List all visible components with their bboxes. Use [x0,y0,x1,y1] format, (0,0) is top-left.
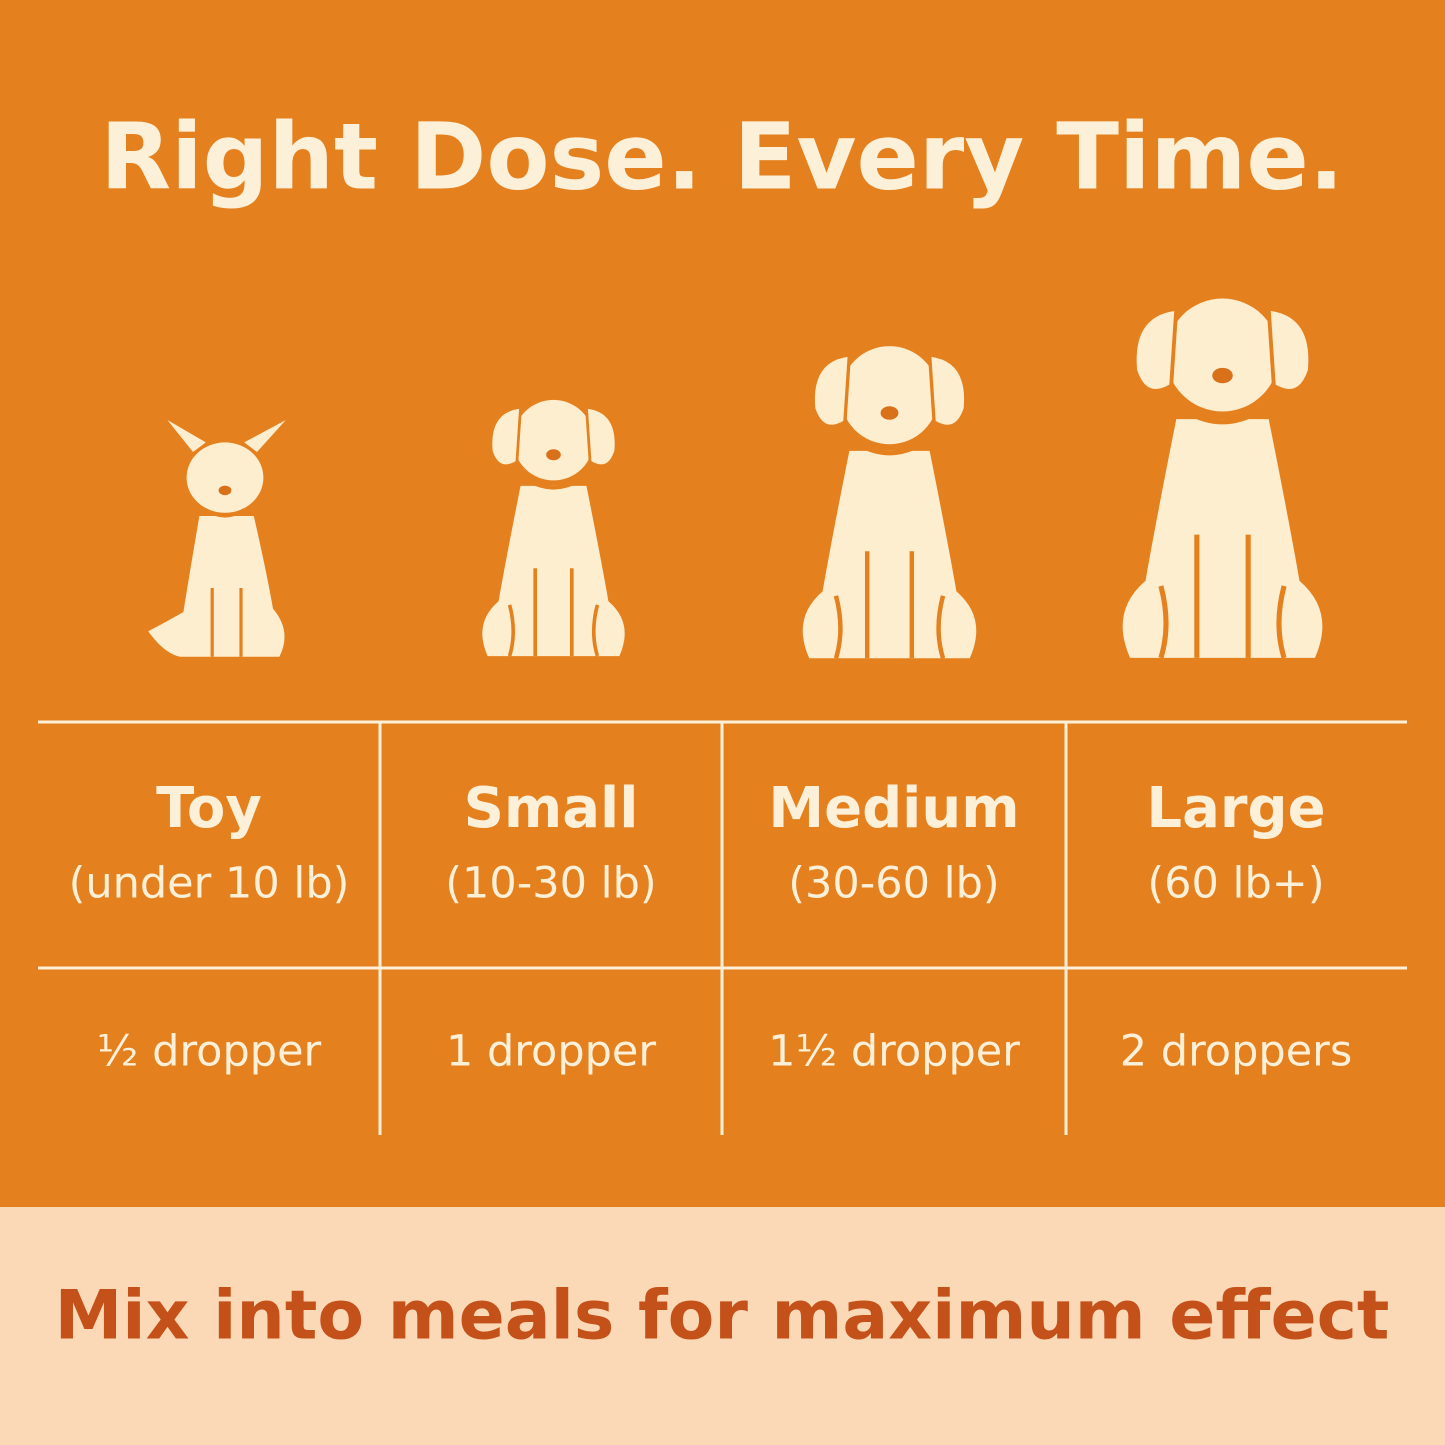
dose: 1½ dropper [768,1027,1020,1077]
weight-range: (30-60 lb) [788,859,999,909]
table-cells: Toy (under 10 lb) ½ dropper Small (10-30 lb)… [69,776,1353,1076]
size-name: Toy [156,776,262,841]
dose: ½ dropper [97,1027,322,1077]
title: Right Dose. Every Time. [100,103,1344,210]
weight-range: (10-30 lb) [445,859,656,909]
footer-text: Mix into meals for maximum effect [55,1277,1390,1356]
weight-range: (60 lb+) [1147,859,1324,909]
table-lines [38,720,1407,1135]
size-name: Large [1146,776,1325,841]
dose: 1 dropper [446,1027,656,1077]
size-name: Small [464,776,639,841]
footer-band [0,1207,1445,1445]
weight-range: (under 10 lb) [69,859,350,909]
size-name: Medium [768,776,1019,841]
dose: 2 droppers [1120,1027,1353,1077]
